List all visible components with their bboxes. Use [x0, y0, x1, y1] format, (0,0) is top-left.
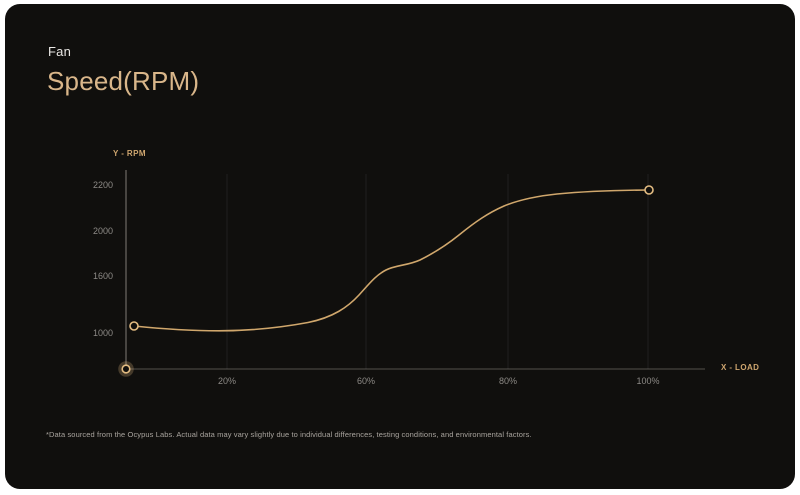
x-tick-80pct: 80%	[499, 376, 517, 386]
chart-eyebrow-label: Fan	[48, 44, 72, 59]
y-tick-1600: 1600	[93, 271, 113, 281]
origin-marker	[121, 364, 131, 374]
data-source-footnote: *Data sourced from the Ocypus Labs. Actu…	[46, 430, 532, 439]
fan-speed-curve	[133, 189, 650, 332]
origin-marker-glow	[118, 361, 134, 377]
x-tick-20pct: 20%	[218, 376, 236, 386]
data-point-marker-start	[129, 321, 139, 331]
page-title: Speed(RPM)	[47, 66, 200, 96]
x-tick-60pct: 60%	[357, 376, 375, 386]
y-tick-2000: 2000	[93, 226, 113, 236]
chart-card: Fan Speed(RPM) Y - RPM X - LOAD 2200 200…	[5, 4, 795, 489]
data-point-marker-end	[644, 185, 654, 195]
y-tick-1000: 1000	[93, 328, 113, 338]
x-tick-100pct: 100%	[636, 376, 659, 386]
x-axis-name: X - LOAD	[721, 363, 759, 372]
y-tick-2200: 2200	[93, 180, 113, 190]
y-axis-name: Y - RPM	[113, 149, 146, 158]
fan-speed-chart: Y - RPM X - LOAD 2200 2000 1600 1000 20%…	[93, 149, 759, 386]
